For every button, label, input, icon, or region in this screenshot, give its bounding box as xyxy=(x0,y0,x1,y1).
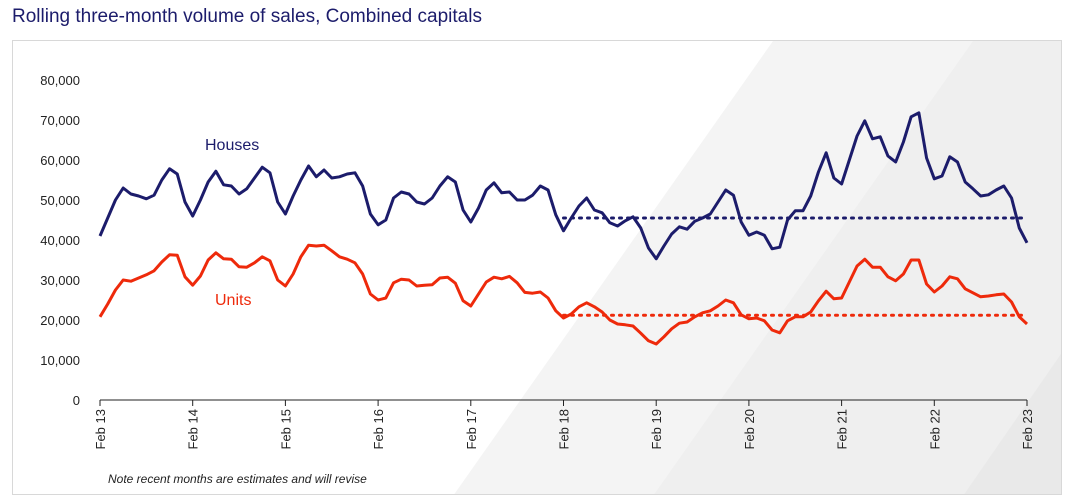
x-tick-label: Feb 17 xyxy=(464,409,479,449)
y-tick-label: 80,000 xyxy=(40,73,80,88)
chart-note: Note recent months are estimates and wil… xyxy=(108,472,367,486)
x-tick-label: Feb 20 xyxy=(742,409,757,449)
y-tick-label: 30,000 xyxy=(40,273,80,288)
series-line-units xyxy=(98,243,1029,346)
series-label: Houses xyxy=(205,137,259,154)
y-tick-label: 50,000 xyxy=(40,193,80,208)
y-tick-label: 40,000 xyxy=(40,233,80,248)
series-label: Units xyxy=(215,292,251,309)
x-tick-label: Feb 19 xyxy=(649,409,664,449)
x-tick-label: Feb 13 xyxy=(93,409,108,449)
y-tick-label: 0 xyxy=(73,393,80,408)
x-tick-label: Feb 15 xyxy=(278,409,293,449)
y-tick-label: 70,000 xyxy=(40,113,80,128)
x-tick-label: Feb 14 xyxy=(186,409,201,449)
x-tick-label: Feb 22 xyxy=(927,409,942,449)
y-tick-label: 10,000 xyxy=(40,353,80,368)
y-tick-label: 60,000 xyxy=(40,153,80,168)
x-tick-label: Feb 23 xyxy=(1020,409,1035,449)
x-tick-label: Feb 21 xyxy=(835,409,850,449)
x-tick-label: Feb 16 xyxy=(371,409,386,449)
chart-title: Rolling three-month volume of sales, Com… xyxy=(12,6,482,27)
x-tick-label: Feb 18 xyxy=(557,409,572,449)
series-line-houses xyxy=(98,111,1029,261)
y-tick-label: 20,000 xyxy=(40,313,80,328)
